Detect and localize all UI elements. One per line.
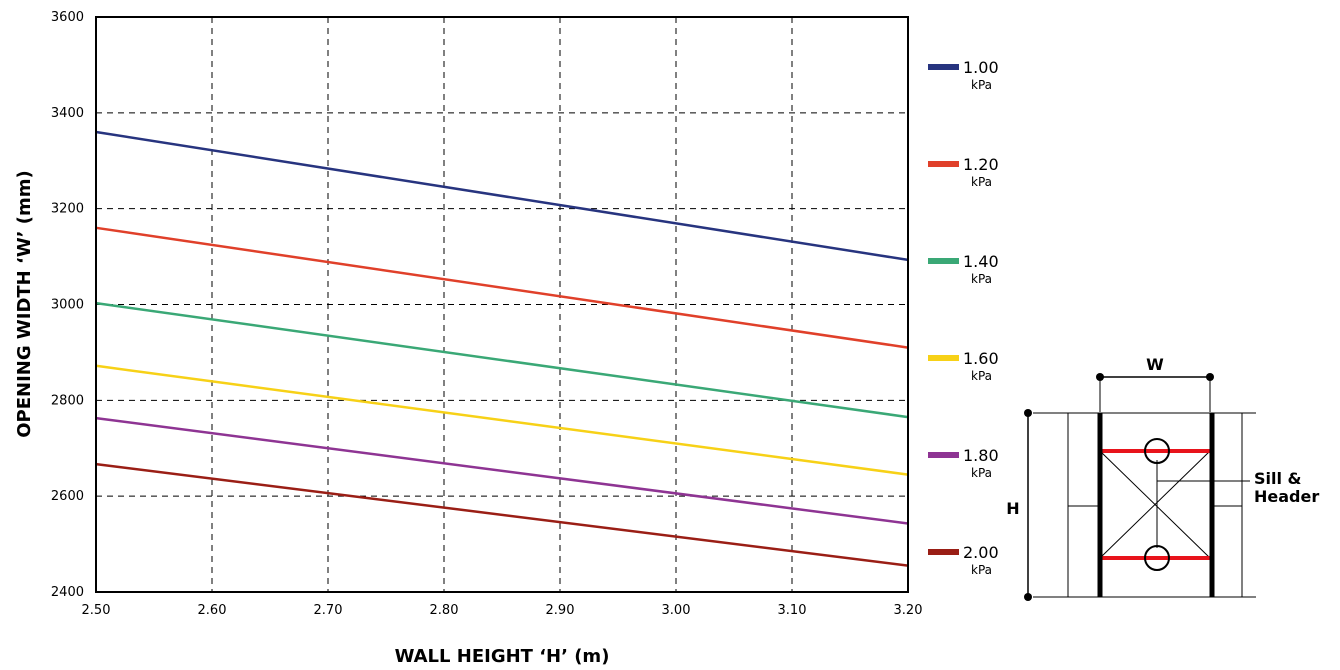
y-tick-label: 2400 <box>51 585 84 600</box>
legend-unit: kPa <box>971 369 992 383</box>
series-line-1.60 <box>95 364 909 476</box>
x-ticks: 2.50 2.60 2.70 2.80 2.90 3.00 3.10 3.20 <box>82 603 923 618</box>
x-tick-label: 2.70 <box>314 603 343 618</box>
callout-label-line2: Header <box>1254 487 1319 506</box>
height-dimension-end-bottom <box>1024 593 1032 601</box>
legend-swatch <box>928 549 959 555</box>
x-tick-label: 3.10 <box>778 603 807 618</box>
y-tick-label: 3200 <box>51 202 84 217</box>
series-line-1.20 <box>95 226 909 349</box>
x-tick-label: 2.50 <box>82 603 111 618</box>
legend-value: 1.60 <box>963 349 999 368</box>
x-axis-title: WALL HEIGHT ‘H’ (m) <box>395 646 610 667</box>
wall-opening-diagram: W H Sill & Header <box>1006 355 1319 601</box>
legend-unit: kPa <box>971 272 992 286</box>
height-dimension-end-top <box>1024 409 1032 417</box>
series-line-1.40 <box>95 301 909 419</box>
width-label: W <box>1146 355 1164 374</box>
callout-label-line1: Sill & <box>1254 469 1302 488</box>
legend-swatch <box>928 161 959 167</box>
series-line-1.80 <box>95 416 909 525</box>
legend-unit: kPa <box>971 175 992 189</box>
legend-swatch <box>928 452 959 458</box>
y-tick-label: 2600 <box>51 489 84 504</box>
y-tick-label: 2800 <box>51 393 84 408</box>
legend-swatch <box>928 64 959 70</box>
legend-unit: kPa <box>971 466 992 480</box>
header-marker-circle <box>1144 438 1170 464</box>
legend-unit: kPa <box>971 78 992 92</box>
y-axis-title: OPENING WIDTH ‘W’ (mm) <box>14 170 35 438</box>
legend-value: 2.00 <box>963 543 999 562</box>
legend-unit: kPa <box>971 563 992 577</box>
brace-diagonal-2 <box>1099 450 1211 559</box>
plot-frame <box>95 16 909 593</box>
x-tick-label: 3.20 <box>894 603 923 618</box>
legend-value: 1.80 <box>963 446 999 465</box>
legend: 1.00kPa1.20kPa1.40kPa1.60kPa1.80kPa2.00k… <box>928 58 999 577</box>
x-tick-label: 2.60 <box>198 603 227 618</box>
sill-marker-circle <box>1144 545 1170 571</box>
x-tick-label: 2.90 <box>546 603 575 618</box>
legend-value: 1.00 <box>963 58 999 77</box>
y-tick-label: 3600 <box>51 10 84 25</box>
x-tick-label: 3.00 <box>662 603 691 618</box>
x-tick-label: 2.80 <box>430 603 459 618</box>
series-line-1.00 <box>95 130 909 262</box>
series-line-2.00 <box>95 462 909 567</box>
series-lines <box>95 130 909 567</box>
grid <box>96 17 908 592</box>
legend-value: 1.20 <box>963 155 999 174</box>
y-tick-label: 3000 <box>51 298 84 313</box>
legend-value: 1.40 <box>963 252 999 271</box>
legend-swatch <box>928 355 959 361</box>
legend-swatch <box>928 258 959 264</box>
y-tick-label: 3400 <box>51 106 84 121</box>
y-ticks: 2400 2600 2800 3000 3200 3400 3600 <box>51 10 84 600</box>
height-label: H <box>1006 499 1019 518</box>
